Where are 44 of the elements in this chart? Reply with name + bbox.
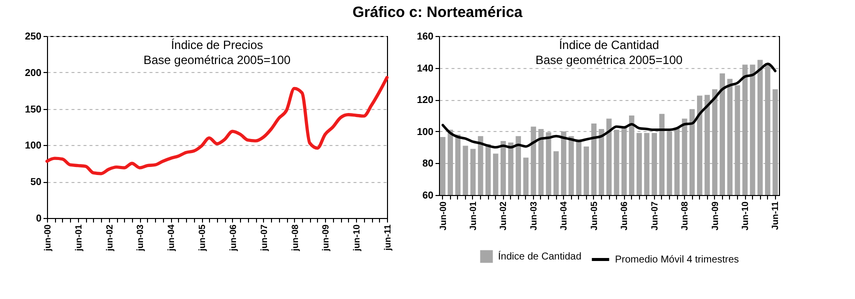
x-tick-label: Jun-11 — [770, 202, 780, 230]
legend-label: Índice de Cantidad — [498, 250, 582, 262]
annotation: Base geométrica 2005=100 — [143, 53, 291, 67]
y-tick-label: 160 — [416, 32, 434, 42]
x-tick-label: Jun-09 — [710, 202, 720, 231]
x-tick-label: Jun-06 — [619, 202, 630, 231]
annotation: Índice de Cantidad — [558, 38, 660, 52]
legend-label: Promedio Móvil 4 trimestres — [615, 254, 739, 266]
x-tick-label: Jun-10 — [740, 202, 750, 231]
y-tick-label: 0 — [36, 214, 42, 224]
x-tick-label: jun-00 — [42, 224, 52, 252]
x-tick-label: jun-10 — [352, 224, 362, 252]
x-tick-label: jun-09 — [320, 224, 331, 252]
text: Gráfico c: Norteamérica — [351, 3, 524, 23]
x-tick-label: Jun-02 — [498, 202, 508, 231]
y-tick-label: 100 — [24, 140, 42, 152]
x-tick-label: Jun-01 — [468, 202, 478, 231]
y-tick-label: 150 — [24, 104, 42, 116]
x-tick-label: jun-07 — [258, 224, 269, 252]
y-tick-label: 80 — [422, 158, 434, 170]
y-tick-label: 140 — [416, 63, 434, 74]
x-tick-label: jun-05 — [197, 224, 208, 252]
x-tick-label: Jun-03 — [528, 202, 538, 231]
x-tick-label: jun-03 — [135, 224, 146, 252]
x-tick-label: Jun-04 — [558, 202, 569, 231]
x-tick-label: jun-04 — [166, 224, 176, 252]
x-tick-label: jun-01 — [73, 224, 84, 252]
annotation: Índice de Precios — [170, 38, 264, 52]
y-tick-label: 60 — [422, 190, 434, 202]
y-tick-label: 100 — [416, 126, 434, 138]
x-tick-label: jun-08 — [290, 224, 300, 252]
x-tick-label: Jun-07 — [649, 202, 660, 231]
x-tick-label: Jun-05 — [588, 202, 599, 231]
x-tick-label: Jun-00 — [438, 202, 448, 231]
y-tick-label: 250 — [24, 32, 42, 42]
y-tick-label: 120 — [416, 95, 434, 106]
line-series — [45, 76, 389, 176]
x-tick-label: jun-11 — [382, 224, 392, 252]
y-tick-label: 200 — [24, 68, 42, 79]
x-tick-label: Jun-08 — [680, 202, 690, 231]
annotation: Base geométrica 2005=100 — [535, 53, 683, 67]
x-tick-label: jun-06 — [228, 224, 238, 252]
y-tick-label: 50 — [30, 177, 42, 188]
x-tick-label: jun-02 — [104, 224, 114, 252]
